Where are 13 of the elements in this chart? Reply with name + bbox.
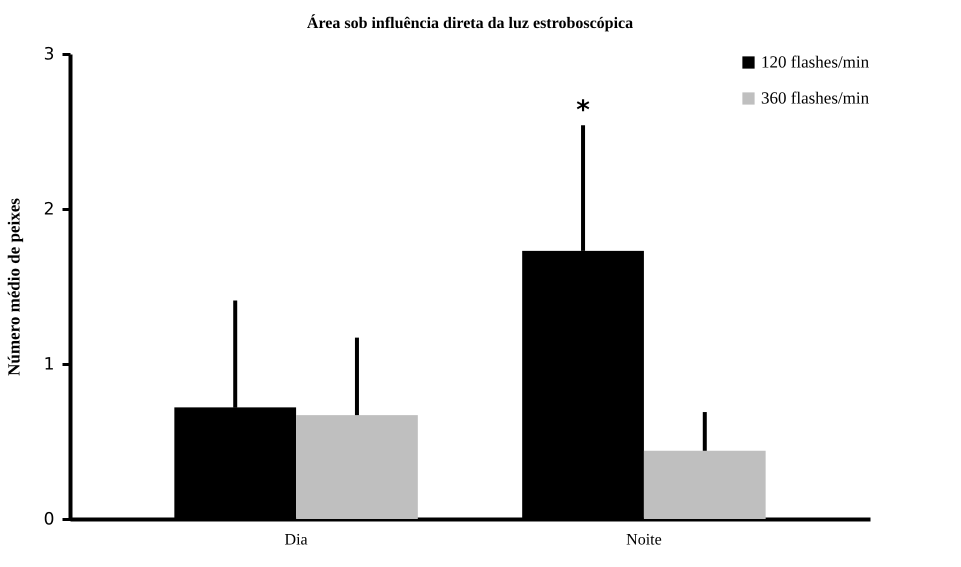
legend-label: 120 flashes/min	[761, 52, 870, 72]
x-tick-label: Dia	[284, 532, 308, 548]
bar	[644, 450, 766, 519]
y-tick-label: 3	[44, 44, 54, 64]
y-tick-label: 0	[44, 510, 54, 530]
x-tick-label: Noite	[626, 532, 662, 548]
legend-label: 360 flashes/min	[761, 88, 870, 108]
chart-title: Área sob influência direta da luz estroboscópica	[306, 14, 634, 32]
y-axis-title: Número médio de peixes	[4, 198, 24, 376]
y-tick-label: 2	[44, 200, 54, 220]
bar	[296, 415, 418, 519]
y-tick-label: 1	[44, 354, 54, 374]
annotation: *	[576, 95, 590, 126]
